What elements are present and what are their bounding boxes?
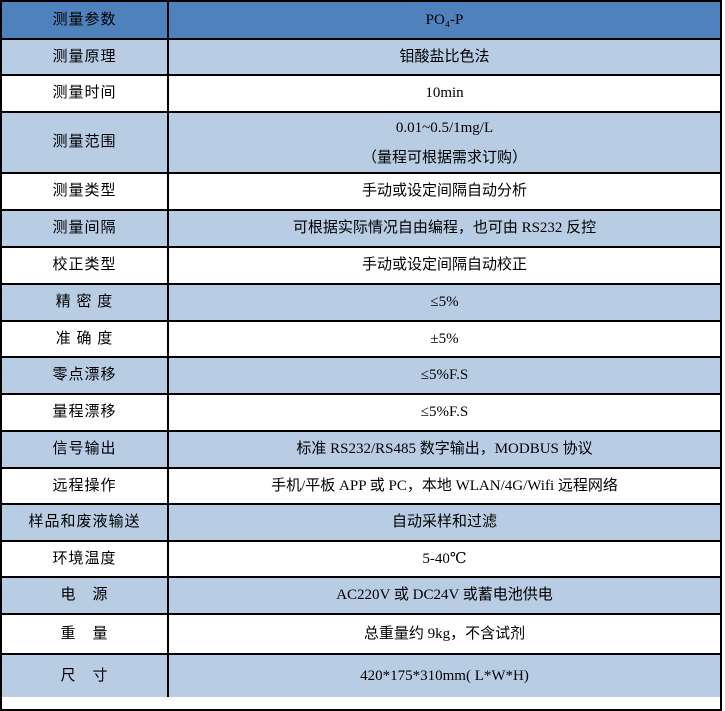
table-header-row: 测量参数 PO₄-P: [2, 2, 720, 40]
table-row: 零点漂移 ≤5%F.S: [2, 358, 720, 395]
spec-label: 尺 寸: [2, 655, 169, 697]
spec-label: 精 密 度: [2, 285, 169, 320]
spec-value: 手机/平板 APP 或 PC，本地 WLAN/4G/Wifi 远程网络: [271, 477, 618, 494]
spec-label: 样品和废液输送: [2, 505, 169, 540]
spec-label: 校正类型: [2, 248, 169, 283]
spec-value: 标准 RS232/RS485 数字输出，MODBUS 协议: [296, 441, 593, 458]
table-row: 测量范围 0.01~0.5/1mg/L （量程可根据需求订购）: [2, 113, 720, 174]
spec-label: 量程漂移: [2, 395, 169, 430]
spec-label: 远程操作: [2, 469, 169, 503]
table-row: 尺 寸 420*175*310mm( L*W*H): [2, 655, 720, 697]
spec-value: AC220V 或 DC24V 或蓄电池供电: [336, 587, 553, 604]
table-row: 测量原理 钼酸盐比色法: [2, 40, 720, 76]
spec-label: 测量时间: [2, 76, 169, 111]
spec-value: ≤5%F.S: [420, 367, 469, 384]
spec-value: 手动或设定间隔自动校正: [361, 257, 527, 274]
table-row: 信号输出 标准 RS232/RS485 数字输出，MODBUS 协议: [2, 432, 720, 469]
spec-value: ≤5%F.S: [420, 404, 469, 421]
table-row: 环境温度 5-40℃: [2, 542, 720, 578]
table-row: 远程操作 手机/平板 APP 或 PC，本地 WLAN/4G/Wifi 远程网络: [2, 469, 720, 505]
spec-label: 准 确 度: [2, 322, 169, 356]
spec-value: 总重量约 9kg，不含试剂: [363, 625, 526, 642]
table-row: 校正类型 手动或设定间隔自动校正: [2, 248, 720, 285]
spec-value: 10min: [425, 85, 464, 102]
spec-value: 可根据实际情况自由编程，也可由 RS232 反控: [292, 220, 597, 237]
spec-value: 0.01~0.5/1mg/L （量程可根据需求订购）: [361, 119, 527, 166]
spec-label: 重 量: [2, 615, 169, 653]
spec-label: 环境温度: [2, 542, 169, 576]
table-row: 量程漂移 ≤5%F.S: [2, 395, 720, 432]
table-row: 测量时间 10min: [2, 76, 720, 113]
spec-label: 测量参数: [2, 2, 169, 38]
table-row: 准 确 度 ±5%: [2, 322, 720, 358]
spec-value: PO₄-P: [425, 11, 464, 28]
table-row: 重 量 总重量约 9kg，不含试剂: [2, 615, 720, 655]
spec-value: ±5%: [430, 330, 459, 347]
spec-value: 自动采样和过滤: [391, 514, 497, 531]
spec-label: 测量原理: [2, 40, 169, 74]
spec-label: 电 源: [2, 578, 169, 613]
spec-label: 测量类型: [2, 174, 169, 209]
table-row: 电 源 AC220V 或 DC24V 或蓄电池供电: [2, 578, 720, 615]
spec-label: 测量范围: [2, 113, 169, 172]
table-row: 精 密 度 ≤5%: [2, 285, 720, 322]
spec-label: 零点漂移: [2, 358, 169, 393]
spec-value: 420*175*310mm( L*W*H): [360, 667, 529, 684]
spec-label: 测量间隔: [2, 211, 169, 246]
spec-value: 钼酸盐比色法: [399, 48, 490, 65]
spec-label: 信号输出: [2, 432, 169, 467]
table-row: 测量类型 手动或设定间隔自动分析: [2, 174, 720, 211]
spec-value: 手动或设定间隔自动分析: [361, 183, 527, 200]
spec-value: 5-40℃: [422, 550, 467, 567]
table-row: 样品和废液输送 自动采样和过滤: [2, 505, 720, 542]
table-row: 测量间隔 可根据实际情况自由编程，也可由 RS232 反控: [2, 211, 720, 248]
spec-value: ≤5%: [430, 294, 459, 311]
